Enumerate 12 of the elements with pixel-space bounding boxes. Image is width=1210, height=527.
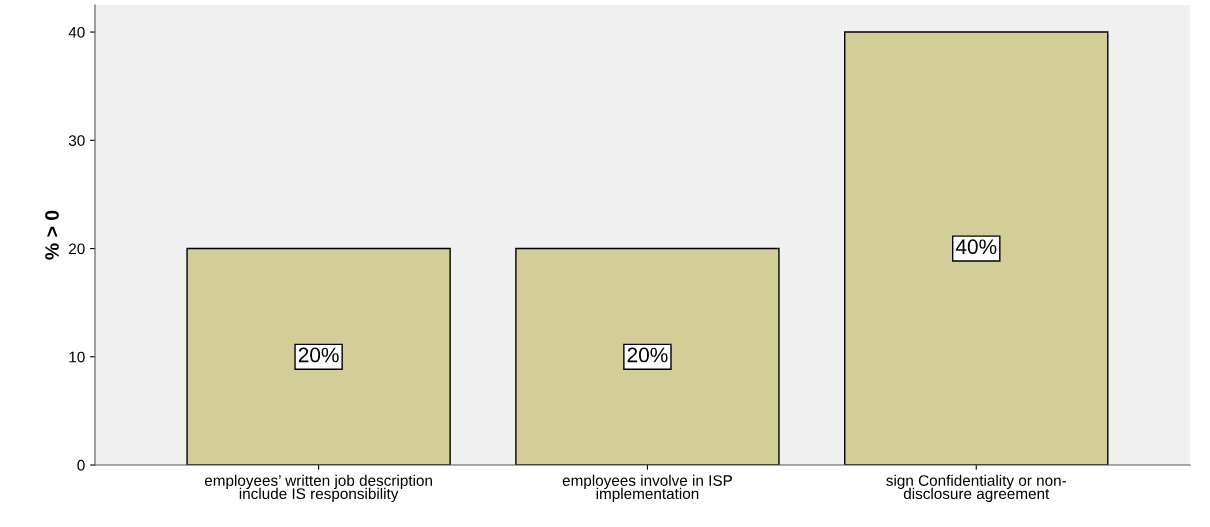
x-tick-label: employees’ written job description include IS responsibility <box>204 474 432 503</box>
y-tick-label: 30 <box>68 135 85 146</box>
data-label: 20% <box>298 347 339 363</box>
data-label: 20% <box>627 347 668 363</box>
y-tick-label: 0 <box>77 459 85 471</box>
x-tick-label: employees involve in ISP implementation <box>562 474 732 503</box>
data-label: 40% <box>955 239 997 255</box>
y-tick-label: 40 <box>68 26 85 38</box>
y-axis-title: % > 0 <box>45 210 59 260</box>
x-tick-label: sign Confidentiality or non- disclosure agreement <box>886 474 1067 503</box>
y-tick-label: 20 <box>69 243 85 255</box>
y-tick-label: 10 <box>69 351 85 363</box>
